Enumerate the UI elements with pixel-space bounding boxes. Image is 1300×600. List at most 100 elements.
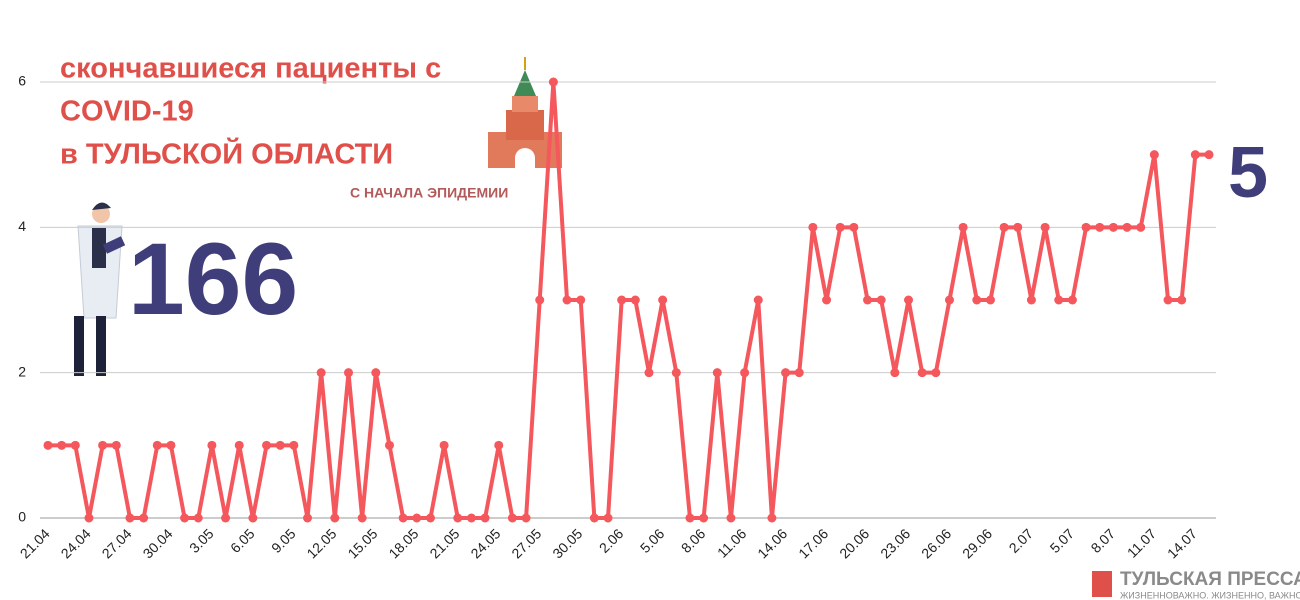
- marker: [166, 440, 176, 450]
- marker: [1054, 295, 1064, 305]
- marker: [412, 513, 422, 523]
- marker: [630, 295, 640, 305]
- marker: [466, 513, 476, 523]
- x-tick-label: 2.06: [596, 525, 627, 556]
- marker: [712, 368, 722, 378]
- marker: [125, 513, 135, 523]
- marker: [289, 440, 299, 450]
- marker: [1136, 222, 1146, 232]
- marker: [576, 295, 586, 305]
- marker: [371, 368, 381, 378]
- marker: [562, 295, 572, 305]
- y-tick-label: 2: [18, 363, 26, 379]
- marker: [221, 513, 231, 523]
- logo-tagline: ЖИЗНЕННОВАЖНО. ЖИЗНЕННО, ВАЖНО: [1120, 590, 1300, 600]
- latest-value: 5: [1228, 133, 1268, 213]
- marker: [849, 222, 859, 232]
- x-tick-label: 2.07: [1006, 525, 1037, 556]
- marker: [808, 222, 818, 232]
- marker: [958, 222, 968, 232]
- marker: [1204, 150, 1214, 160]
- marker: [794, 368, 804, 378]
- y-tick-label: 6: [18, 73, 26, 89]
- marker: [617, 295, 627, 305]
- total-value: 166: [128, 222, 298, 336]
- marker: [863, 295, 873, 305]
- x-tick-label: 23.06: [877, 525, 913, 561]
- x-tick-label: 24.05: [467, 525, 503, 561]
- marker: [685, 513, 695, 523]
- marker: [139, 513, 149, 523]
- marker: [1040, 222, 1050, 232]
- marker: [1163, 295, 1173, 305]
- marker: [316, 368, 326, 378]
- marker: [822, 295, 832, 305]
- marker: [480, 513, 490, 523]
- marker: [84, 513, 94, 523]
- marker: [876, 295, 886, 305]
- marker: [425, 513, 435, 523]
- marker: [740, 368, 750, 378]
- x-tick-label: 11.07: [1124, 525, 1160, 561]
- x-tick-label: 5.07: [1047, 525, 1078, 556]
- marker: [985, 295, 995, 305]
- x-tick-label: 14.06: [754, 525, 790, 561]
- x-tick-label: 30.05: [549, 525, 585, 561]
- x-tick-label: 9.05: [268, 525, 299, 556]
- marker: [589, 513, 599, 523]
- marker: [972, 295, 982, 305]
- x-tick-label: 14.07: [1164, 525, 1200, 561]
- marker: [303, 513, 313, 523]
- marker: [248, 513, 258, 523]
- marker: [767, 513, 777, 523]
- x-tick-label: 29.06: [959, 525, 995, 561]
- marker: [999, 222, 1009, 232]
- marker: [453, 513, 463, 523]
- x-tick-label: 27.05: [508, 525, 544, 561]
- marker: [835, 222, 845, 232]
- marker: [644, 368, 654, 378]
- marker: [1081, 222, 1091, 232]
- marker: [398, 513, 408, 523]
- marker: [1149, 150, 1159, 160]
- marker: [1190, 150, 1200, 160]
- marker: [931, 368, 941, 378]
- marker: [234, 440, 244, 450]
- x-tick-label: 5.06: [637, 525, 668, 556]
- x-tick-label: 11.06: [714, 525, 750, 561]
- x-tick-label: 30.04: [140, 525, 176, 561]
- marker: [207, 440, 217, 450]
- x-tick-label: 20.06: [836, 525, 872, 561]
- x-tick-label: 8.07: [1088, 525, 1119, 556]
- marker: [180, 513, 190, 523]
- marker: [1122, 222, 1132, 232]
- marker: [57, 440, 67, 450]
- marker: [43, 440, 53, 450]
- logo: ТУЛЬСКАЯ ПРЕССА: [1120, 569, 1300, 590]
- marker: [671, 368, 681, 378]
- marker: [1067, 295, 1077, 305]
- marker: [111, 440, 121, 450]
- marker: [535, 295, 545, 305]
- marker: [548, 77, 558, 87]
- marker: [439, 440, 449, 450]
- marker: [193, 513, 203, 523]
- marker: [275, 440, 285, 450]
- logo-icon: [1092, 571, 1112, 597]
- doctor-illustration: [74, 202, 126, 376]
- marker: [262, 440, 272, 450]
- subtitle: С НАЧАЛА ЭПИДЕМИИ: [350, 185, 508, 201]
- marker: [384, 440, 394, 450]
- marker: [494, 440, 504, 450]
- marker: [781, 368, 791, 378]
- marker: [753, 295, 763, 305]
- marker: [521, 513, 531, 523]
- x-tick-label: 24.04: [58, 525, 94, 561]
- marker: [357, 513, 367, 523]
- marker: [904, 295, 914, 305]
- x-tick-label: 21.05: [426, 525, 462, 561]
- x-tick-label: 21.04: [17, 525, 53, 561]
- x-tick-label: 12.05: [303, 525, 339, 561]
- x-tick-label: 3.05: [186, 525, 217, 556]
